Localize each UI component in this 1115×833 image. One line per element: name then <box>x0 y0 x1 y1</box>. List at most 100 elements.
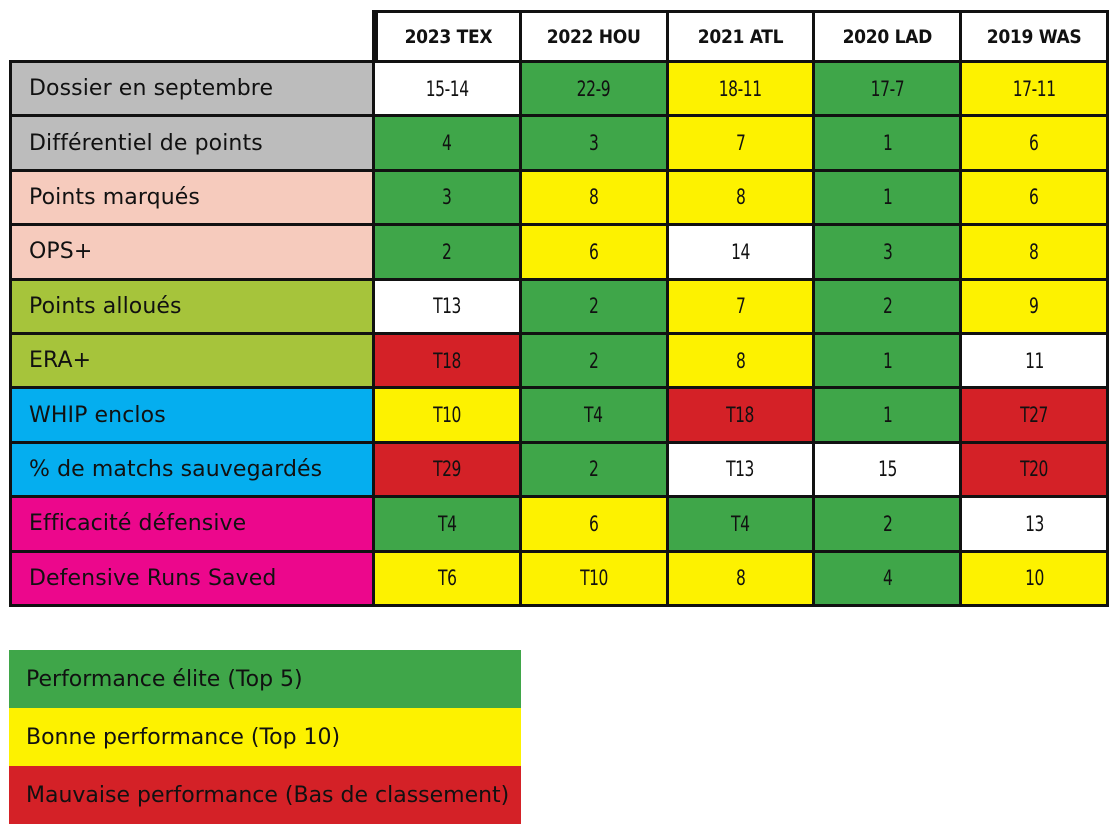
rank-cell: T27 <box>962 389 1109 444</box>
rank-cell: 17-7 <box>815 63 963 118</box>
row-label: Différentiel de points <box>9 117 375 172</box>
rank-cell: T13 <box>668 443 816 499</box>
rank-value: T18 <box>726 403 755 428</box>
column-header: 2021 ATL <box>668 10 816 63</box>
table-corner <box>9 10 375 63</box>
rank-cell: 3 <box>375 171 522 227</box>
rank-cell: T13 <box>375 280 522 335</box>
row-label: WHIP enclos <box>9 389 375 444</box>
rank-value: 8 <box>588 185 599 210</box>
rank-cell: 2 <box>375 226 522 281</box>
rank-value: T4 <box>731 511 750 536</box>
rank-cell: 1 <box>815 334 963 390</box>
rank-cell: 15 <box>815 443 963 499</box>
rank-value: 13 <box>1024 511 1044 536</box>
rank-cell: 18-11 <box>668 63 816 118</box>
rank-value: 8 <box>735 348 746 373</box>
rank-value: 17-11 <box>1012 76 1056 101</box>
rank-value: 2 <box>588 294 599 319</box>
rank-cell: 2 <box>521 280 669 335</box>
rank-value: 8 <box>1029 239 1039 264</box>
rank-value: 8 <box>735 566 746 591</box>
rank-value: 1 <box>882 131 893 156</box>
rank-cell: 6 <box>521 498 669 553</box>
row-label: Points marqués <box>9 171 375 227</box>
rank-value: 6 <box>588 511 599 536</box>
column-header: 2023 TEX <box>375 10 522 63</box>
rank-value: 17-7 <box>870 76 905 101</box>
rank-cell: 1 <box>815 389 963 444</box>
rank-value: 15-14 <box>425 76 469 101</box>
rank-value: T6 <box>437 566 457 591</box>
color-legend: Performance élite (Top 5) Bonne performan… <box>9 650 521 824</box>
legend-item: Mauvaise performance (Bas de classement) <box>9 766 521 824</box>
rank-cell: T20 <box>962 443 1109 499</box>
rank-value: 1 <box>882 185 893 210</box>
rank-cell: 1 <box>815 171 963 227</box>
rank-value: 2 <box>882 294 893 319</box>
rank-cell: 11 <box>962 334 1109 390</box>
rank-cell: T10 <box>375 389 522 444</box>
rank-cell: 2 <box>521 334 669 390</box>
rank-cell: 6 <box>521 226 669 281</box>
rank-cell: 2 <box>815 498 963 553</box>
rank-value: T4 <box>437 511 457 536</box>
rank-cell: 8 <box>668 171 816 227</box>
rank-value: 3 <box>442 185 452 210</box>
rank-value: 9 <box>1029 294 1039 319</box>
rank-cell: 9 <box>962 280 1109 335</box>
rank-value: 2 <box>588 457 599 482</box>
rank-value: 2 <box>588 348 599 373</box>
rank-cell: 14 <box>668 226 816 281</box>
rank-value: 1 <box>882 403 893 428</box>
rank-cell: 8 <box>668 334 816 390</box>
rank-value: 22-9 <box>576 76 611 101</box>
ranking-table: 2023 TEX 2022 HOU 2021 ATL 2020 LAD 2019 WAS… <box>9 10 1109 607</box>
rank-cell: T4 <box>668 498 816 553</box>
rank-value: 6 <box>1029 131 1039 156</box>
rank-value: 3 <box>588 131 599 156</box>
rank-value: 6 <box>1029 185 1039 210</box>
rank-cell: 4 <box>375 117 522 172</box>
rank-value: T4 <box>584 403 603 428</box>
rank-cell: T10 <box>521 552 669 607</box>
rank-value: T10 <box>432 403 461 428</box>
rank-cell: T4 <box>375 498 522 553</box>
rank-cell: 6 <box>962 117 1109 172</box>
row-label: Efficacité défensive <box>9 498 375 553</box>
rank-cell: 2 <box>815 280 963 335</box>
row-label: OPS+ <box>9 226 375 281</box>
rank-cell: T4 <box>521 389 669 444</box>
rank-value: T27 <box>1020 403 1049 428</box>
rank-cell: 7 <box>668 117 816 172</box>
rank-cell: 1 <box>815 117 963 172</box>
column-header: 2022 HOU <box>521 10 669 63</box>
rank-value: 15 <box>877 457 897 482</box>
rank-cell: T6 <box>375 552 522 607</box>
rank-cell: 15-14 <box>375 63 522 118</box>
rank-value: 4 <box>882 566 893 591</box>
rank-cell: 17-11 <box>962 63 1109 118</box>
rank-value: 1 <box>882 348 893 373</box>
rank-cell: 22-9 <box>521 63 669 118</box>
rank-value: 3 <box>882 239 893 264</box>
legend-item: Performance élite (Top 5) <box>9 650 521 708</box>
rank-value: 14 <box>731 239 750 264</box>
rank-cell: 10 <box>962 552 1109 607</box>
rank-cell: 3 <box>815 226 963 281</box>
column-header: 2020 LAD <box>815 10 963 63</box>
rank-value: 6 <box>588 239 599 264</box>
legend-item: Bonne performance (Top 10) <box>9 708 521 766</box>
rank-cell: 8 <box>521 171 669 227</box>
rank-value: 2 <box>442 239 452 264</box>
row-label: Points alloués <box>9 280 375 335</box>
rank-cell: 13 <box>962 498 1109 553</box>
rank-cell: 8 <box>668 552 816 607</box>
rank-cell: 6 <box>962 171 1109 227</box>
rank-value: T13 <box>726 457 755 482</box>
rank-value: T20 <box>1020 457 1049 482</box>
rank-value: 8 <box>735 185 746 210</box>
row-label: % de matchs sauvegardés <box>9 443 375 499</box>
row-label: Defensive Runs Saved <box>9 552 375 607</box>
rank-value: 11 <box>1024 348 1044 373</box>
